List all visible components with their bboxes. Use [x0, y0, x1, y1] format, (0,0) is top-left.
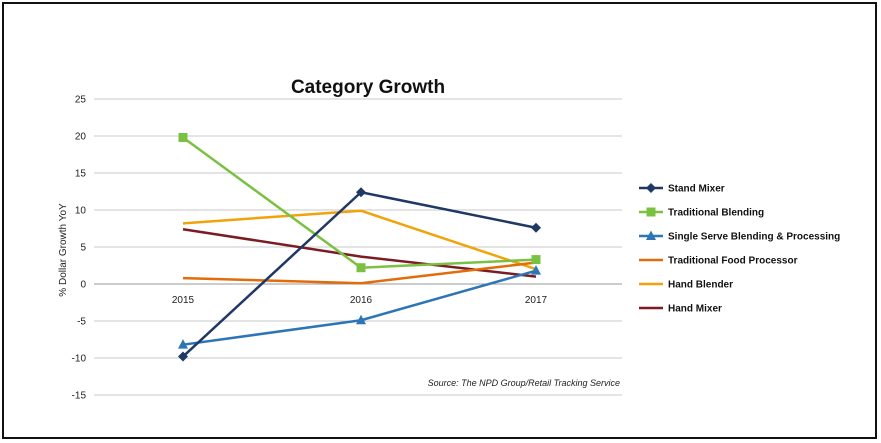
data-point — [178, 339, 188, 349]
data-point — [178, 351, 188, 362]
legend-item: Single Serve Blending & Processing — [639, 230, 840, 243]
data-point — [356, 263, 366, 273]
source-annotation: Source: The NPD Group/Retail Tracking Se… — [428, 378, 620, 388]
legend: Stand Mixer Traditional Blending Single Se… — [639, 183, 840, 315]
y-tick-label: -5 — [77, 317, 86, 328]
legend-marker — [646, 230, 656, 240]
y-axis-label: % Dollar Growth YoY — [58, 203, 69, 297]
legend-marker — [646, 207, 656, 217]
y-tick-label: 5 — [80, 243, 86, 254]
y-tick-label: 20 — [75, 132, 87, 143]
legend-label: Hand Blender — [668, 280, 733, 291]
data-point — [356, 187, 366, 198]
chart-title: Category Growth — [291, 77, 445, 98]
data-point — [178, 132, 188, 142]
legend-label: Traditional Food Processor — [668, 256, 798, 267]
y-tick-label: -15 — [72, 391, 87, 402]
legend-label: Hand Mixer — [668, 304, 722, 315]
y-tick-label: 10 — [75, 206, 87, 217]
legend-item: Hand Mixer — [639, 304, 722, 315]
x-tick-label: 2016 — [350, 295, 373, 306]
data-point — [531, 265, 541, 275]
legend-item: Traditional Food Processor — [639, 256, 798, 267]
series-line — [182, 136, 537, 269]
data-point — [531, 255, 541, 265]
legend-item: Stand Mixer — [639, 183, 725, 195]
y-tick-label: -10 — [72, 354, 87, 365]
legend-label: Stand Mixer — [668, 184, 725, 195]
legend-label: Single Serve Blending & Processing — [668, 232, 840, 243]
series-line — [182, 190, 537, 358]
legend-marker — [646, 183, 656, 193]
y-tick-label: 25 — [75, 95, 87, 106]
chart-frame — [2, 2, 877, 439]
y-tick-label: 15 — [75, 169, 87, 180]
legend-label: Traditional Blending — [668, 208, 764, 219]
x-tick-labels: 2015 2016 2017 — [172, 295, 548, 306]
x-tick-label: 2017 — [525, 295, 548, 306]
series-line — [182, 261, 537, 285]
legend-item: Traditional Blending — [639, 207, 764, 219]
grid-lines — [94, 98, 622, 396]
data-point — [531, 222, 541, 233]
y-tick-label: 0 — [80, 280, 86, 291]
legend-item: Hand Blender — [639, 280, 733, 291]
y-tick-labels: 25 20 15 10 5 0 -5 -10 -15 — [72, 95, 87, 402]
series-line — [182, 209, 537, 271]
x-tick-label: 2015 — [172, 295, 195, 306]
data-point — [356, 314, 366, 325]
series-markers — [178, 132, 541, 362]
